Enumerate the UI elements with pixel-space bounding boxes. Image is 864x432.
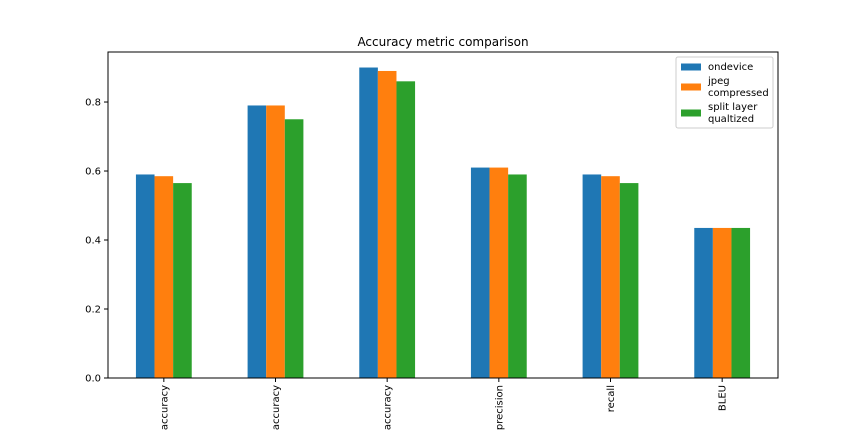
y-tick-label: 0.8 bbox=[85, 98, 101, 109]
bars-group bbox=[135, 67, 751, 379]
legend-label-0: ondevice bbox=[708, 62, 753, 73]
x-tick-label: precision bbox=[494, 385, 505, 430]
bar-series-0-category-4 bbox=[582, 174, 602, 378]
bar-series-2-category-0 bbox=[173, 183, 192, 378]
y-tick-label: 0.0 bbox=[85, 374, 101, 385]
y-tick-label: 0.2 bbox=[85, 305, 101, 316]
bar-series-1-category-0 bbox=[154, 176, 174, 378]
bar-series-0-category-1 bbox=[247, 105, 267, 378]
x-tick-label: recall bbox=[606, 385, 617, 412]
y-axis: 0.0 0.2 0.4 0.6 0.8 bbox=[85, 98, 108, 385]
bar-series-2-category-3 bbox=[508, 174, 527, 378]
x-tick-label: accuracy bbox=[271, 385, 282, 430]
y-tick-label: 0.4 bbox=[85, 236, 101, 247]
bar-series-1-category-5 bbox=[712, 227, 732, 378]
y-tick-label: 0.6 bbox=[85, 167, 101, 178]
bar-series-0-category-5 bbox=[694, 227, 713, 378]
bar-series-0-category-2 bbox=[359, 67, 378, 379]
bar-series-2-category-1 bbox=[284, 119, 304, 379]
legend-swatch-0 bbox=[681, 63, 701, 71]
legend: ondevice jpeg compressed split layer qualtiz… bbox=[675, 56, 774, 129]
bar-series-2-category-5 bbox=[731, 227, 751, 378]
bar-series-0-category-0 bbox=[135, 174, 155, 378]
legend-swatch-2 bbox=[681, 109, 701, 117]
x-tick-label: accuracy bbox=[383, 385, 394, 430]
x-tick-label: accuracy bbox=[159, 385, 170, 430]
legend-label-1: jpeg compressed bbox=[707, 76, 769, 99]
legend-swatch-1 bbox=[681, 83, 701, 91]
bar-series-1-category-4 bbox=[601, 176, 620, 378]
bar-series-1-category-3 bbox=[489, 167, 509, 378]
x-axis: accuracy accuracy accuracy precision recall B… bbox=[159, 378, 729, 430]
chart-title: Accuracy metric comparison bbox=[357, 35, 528, 49]
plot-frame bbox=[107, 51, 779, 379]
legend-label-2: split layer qualtized bbox=[708, 102, 758, 125]
bar-series-2-category-2 bbox=[396, 81, 416, 378]
bar-series-1-category-2 bbox=[377, 70, 397, 378]
bar-series-2-category-4 bbox=[619, 183, 639, 378]
bar-series-0-category-3 bbox=[470, 167, 490, 378]
x-tick-label: BLEU bbox=[718, 385, 729, 411]
bar-series-1-category-1 bbox=[266, 105, 285, 378]
